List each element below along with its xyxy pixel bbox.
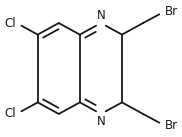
Text: Cl: Cl [4, 107, 16, 120]
Text: Cl: Cl [4, 17, 16, 30]
Text: Br: Br [165, 119, 178, 132]
Text: N: N [96, 115, 105, 128]
Text: Br: Br [165, 5, 178, 18]
Text: N: N [96, 9, 105, 22]
